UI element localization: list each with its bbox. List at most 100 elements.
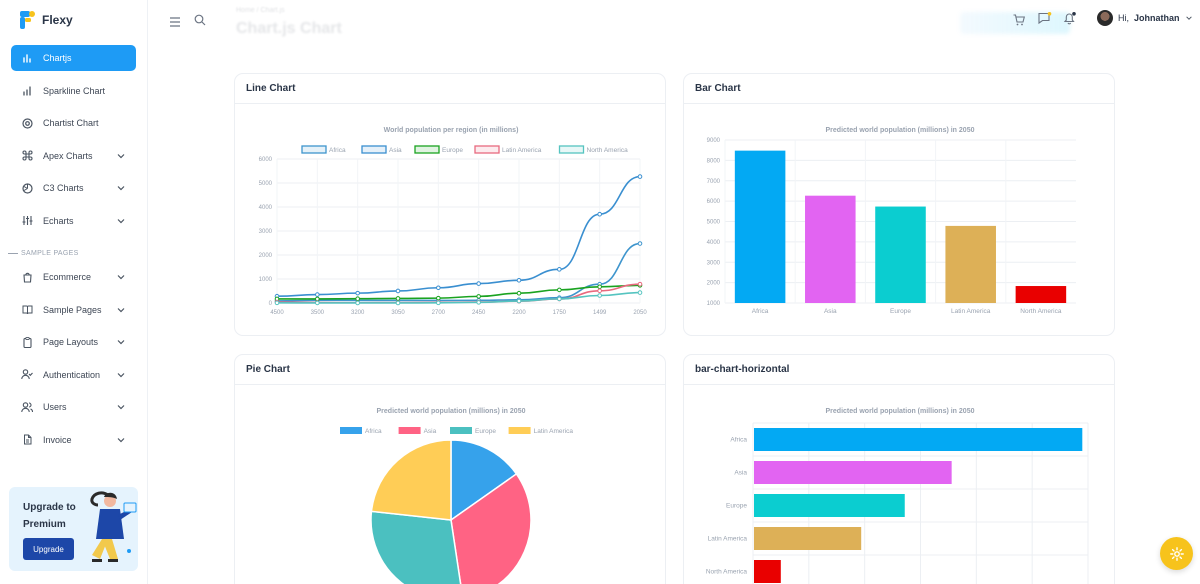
data-point	[476, 294, 481, 299]
bar	[754, 560, 781, 583]
y-tick-label: 8000	[707, 158, 721, 164]
sidebar-item-users[interactable]: Users	[11, 394, 136, 420]
sidebar-nav: Chartjs Sparkline Chart Chartist Chart A…	[11, 45, 136, 240]
data-point	[557, 267, 562, 272]
sidebar-item-echarts[interactable]: Echarts	[11, 208, 136, 234]
menu-icon[interactable]	[169, 14, 181, 32]
y-tick-label: 0	[269, 301, 273, 307]
bar	[875, 206, 926, 303]
y-tick-label: 7000	[707, 179, 721, 185]
bar-chart: Predicted world population (millions) in…	[707, 127, 1076, 315]
x-tick-label: 1750	[553, 310, 567, 316]
bar	[754, 461, 952, 484]
chevron-down-icon	[116, 305, 126, 315]
sidebar-item-label: Ecommerce	[43, 272, 92, 282]
data-point	[476, 300, 481, 305]
data-point	[355, 290, 360, 296]
x-tick-label: Latin America	[951, 308, 991, 315]
data-point	[557, 296, 562, 302]
sidebar-item-label: Users	[43, 402, 67, 412]
command-icon	[21, 150, 33, 162]
data-point	[436, 295, 441, 301]
line-chart-card: Line Chart World population per region (…	[234, 73, 666, 336]
chart-title: World population per region (in millions…	[384, 127, 519, 134]
sidebar-item-sample-pages[interactable]: Sample Pages	[11, 297, 136, 323]
sidebar-item-label: C3 Charts	[43, 183, 84, 193]
bar	[754, 494, 905, 517]
chart-title: Predicted world population (millions) in…	[377, 408, 526, 415]
pie-slice	[370, 510, 462, 584]
card-title: Bar Chart	[684, 74, 1114, 104]
legend-swatch	[450, 427, 472, 434]
legend-swatch	[558, 145, 585, 154]
legend-label: Latin America	[502, 147, 542, 154]
legend-label: North America	[587, 147, 629, 154]
data-point	[395, 296, 401, 301]
cart-icon[interactable]	[1013, 13, 1026, 31]
header-action-button[interactable]	[960, 12, 1070, 34]
data-point	[637, 290, 643, 295]
legend-swatch	[340, 427, 362, 434]
sidebar-item-ecommerce[interactable]: Ecommerce	[11, 264, 136, 290]
line-chart: World population per region (in millions…	[259, 127, 648, 316]
x-tick-label: 3050	[391, 310, 405, 316]
target-icon	[21, 117, 33, 129]
sidebar-item-label: Echarts	[43, 215, 74, 226]
x-tick-label: 4500	[270, 310, 284, 316]
message-icon[interactable]	[1038, 12, 1052, 30]
data-point	[637, 281, 643, 287]
sidebar-item-chartist-chart[interactable]: Chartist Chart	[11, 110, 136, 136]
data-point	[395, 288, 401, 294]
data-point	[476, 281, 481, 286]
y-tick-label: 5000	[707, 220, 721, 226]
user-check-icon	[21, 369, 33, 381]
sidebar-item-chartjs[interactable]: Chartjs	[11, 45, 136, 71]
y-tick-label: 2000	[707, 281, 721, 287]
settings-button[interactable]	[1160, 537, 1193, 570]
sidebar-item-apex-charts[interactable]: Apex Charts	[11, 143, 136, 169]
person-illustration-icon	[90, 491, 137, 562]
sidebar-item-label: Sample Pages	[43, 304, 102, 315]
sliders-icon	[21, 215, 33, 227]
sidebar-item-label: Apex Charts	[43, 150, 93, 161]
sidebar-item-c3-charts[interactable]: C3 Charts	[11, 175, 136, 201]
sidebar-item-invoice[interactable]: Invoice	[11, 427, 136, 453]
chevron-down-icon	[116, 402, 126, 412]
hbar-chart-card: bar-chart-horizontal Predicted world pop…	[683, 354, 1115, 584]
sidebar-item-label: Chartist Chart	[43, 118, 99, 128]
brand[interactable]: Flexy	[20, 10, 73, 30]
data-point	[597, 288, 602, 294]
sidebar-item-authentication[interactable]: Authentication	[11, 362, 136, 388]
legend-label: Latin America	[534, 428, 574, 435]
search-icon[interactable]	[194, 13, 206, 31]
bell-icon[interactable]	[1063, 12, 1076, 30]
data-point	[516, 298, 522, 304]
upgrade-button[interactable]: Upgrade	[23, 538, 74, 560]
sidebar-item-sparkline-chart[interactable]: Sparkline Chart	[11, 78, 136, 104]
card-title: bar-chart-horizontal	[684, 355, 1114, 385]
avatar	[1097, 10, 1113, 26]
sidebar: Flexy Chartjs Sparkline Chart Chartist C…	[0, 0, 148, 584]
data-point	[436, 285, 441, 291]
pie-chart: Predicted world population (millions) in…	[340, 408, 574, 584]
data-point	[516, 277, 522, 283]
bar-chart-icon	[21, 52, 33, 64]
pie-slice	[370, 439, 452, 521]
sidebar-item-label: Invoice	[43, 434, 72, 445]
legend-label: Europe	[475, 428, 496, 435]
data-point	[315, 300, 320, 306]
chevron-down-icon	[116, 435, 126, 445]
y-tick-label: North America	[706, 569, 748, 576]
y-tick-label: Europe	[726, 503, 747, 510]
book-open-icon	[21, 304, 33, 316]
chevron-down-icon	[116, 151, 126, 161]
legend-label: Asia	[389, 147, 402, 154]
bar	[1015, 286, 1067, 303]
user-menu[interactable]: Hi, Johnathan	[1097, 10, 1193, 26]
y-tick-label: 5000	[259, 181, 273, 187]
card-title: Line Chart	[235, 74, 665, 104]
x-tick-label: 2050	[633, 310, 647, 316]
flexy-logo-icon	[20, 11, 36, 29]
sidebar-item-page-layouts[interactable]: Page Layouts	[11, 329, 136, 355]
sidebar-item-label: Chartjs	[43, 53, 72, 63]
